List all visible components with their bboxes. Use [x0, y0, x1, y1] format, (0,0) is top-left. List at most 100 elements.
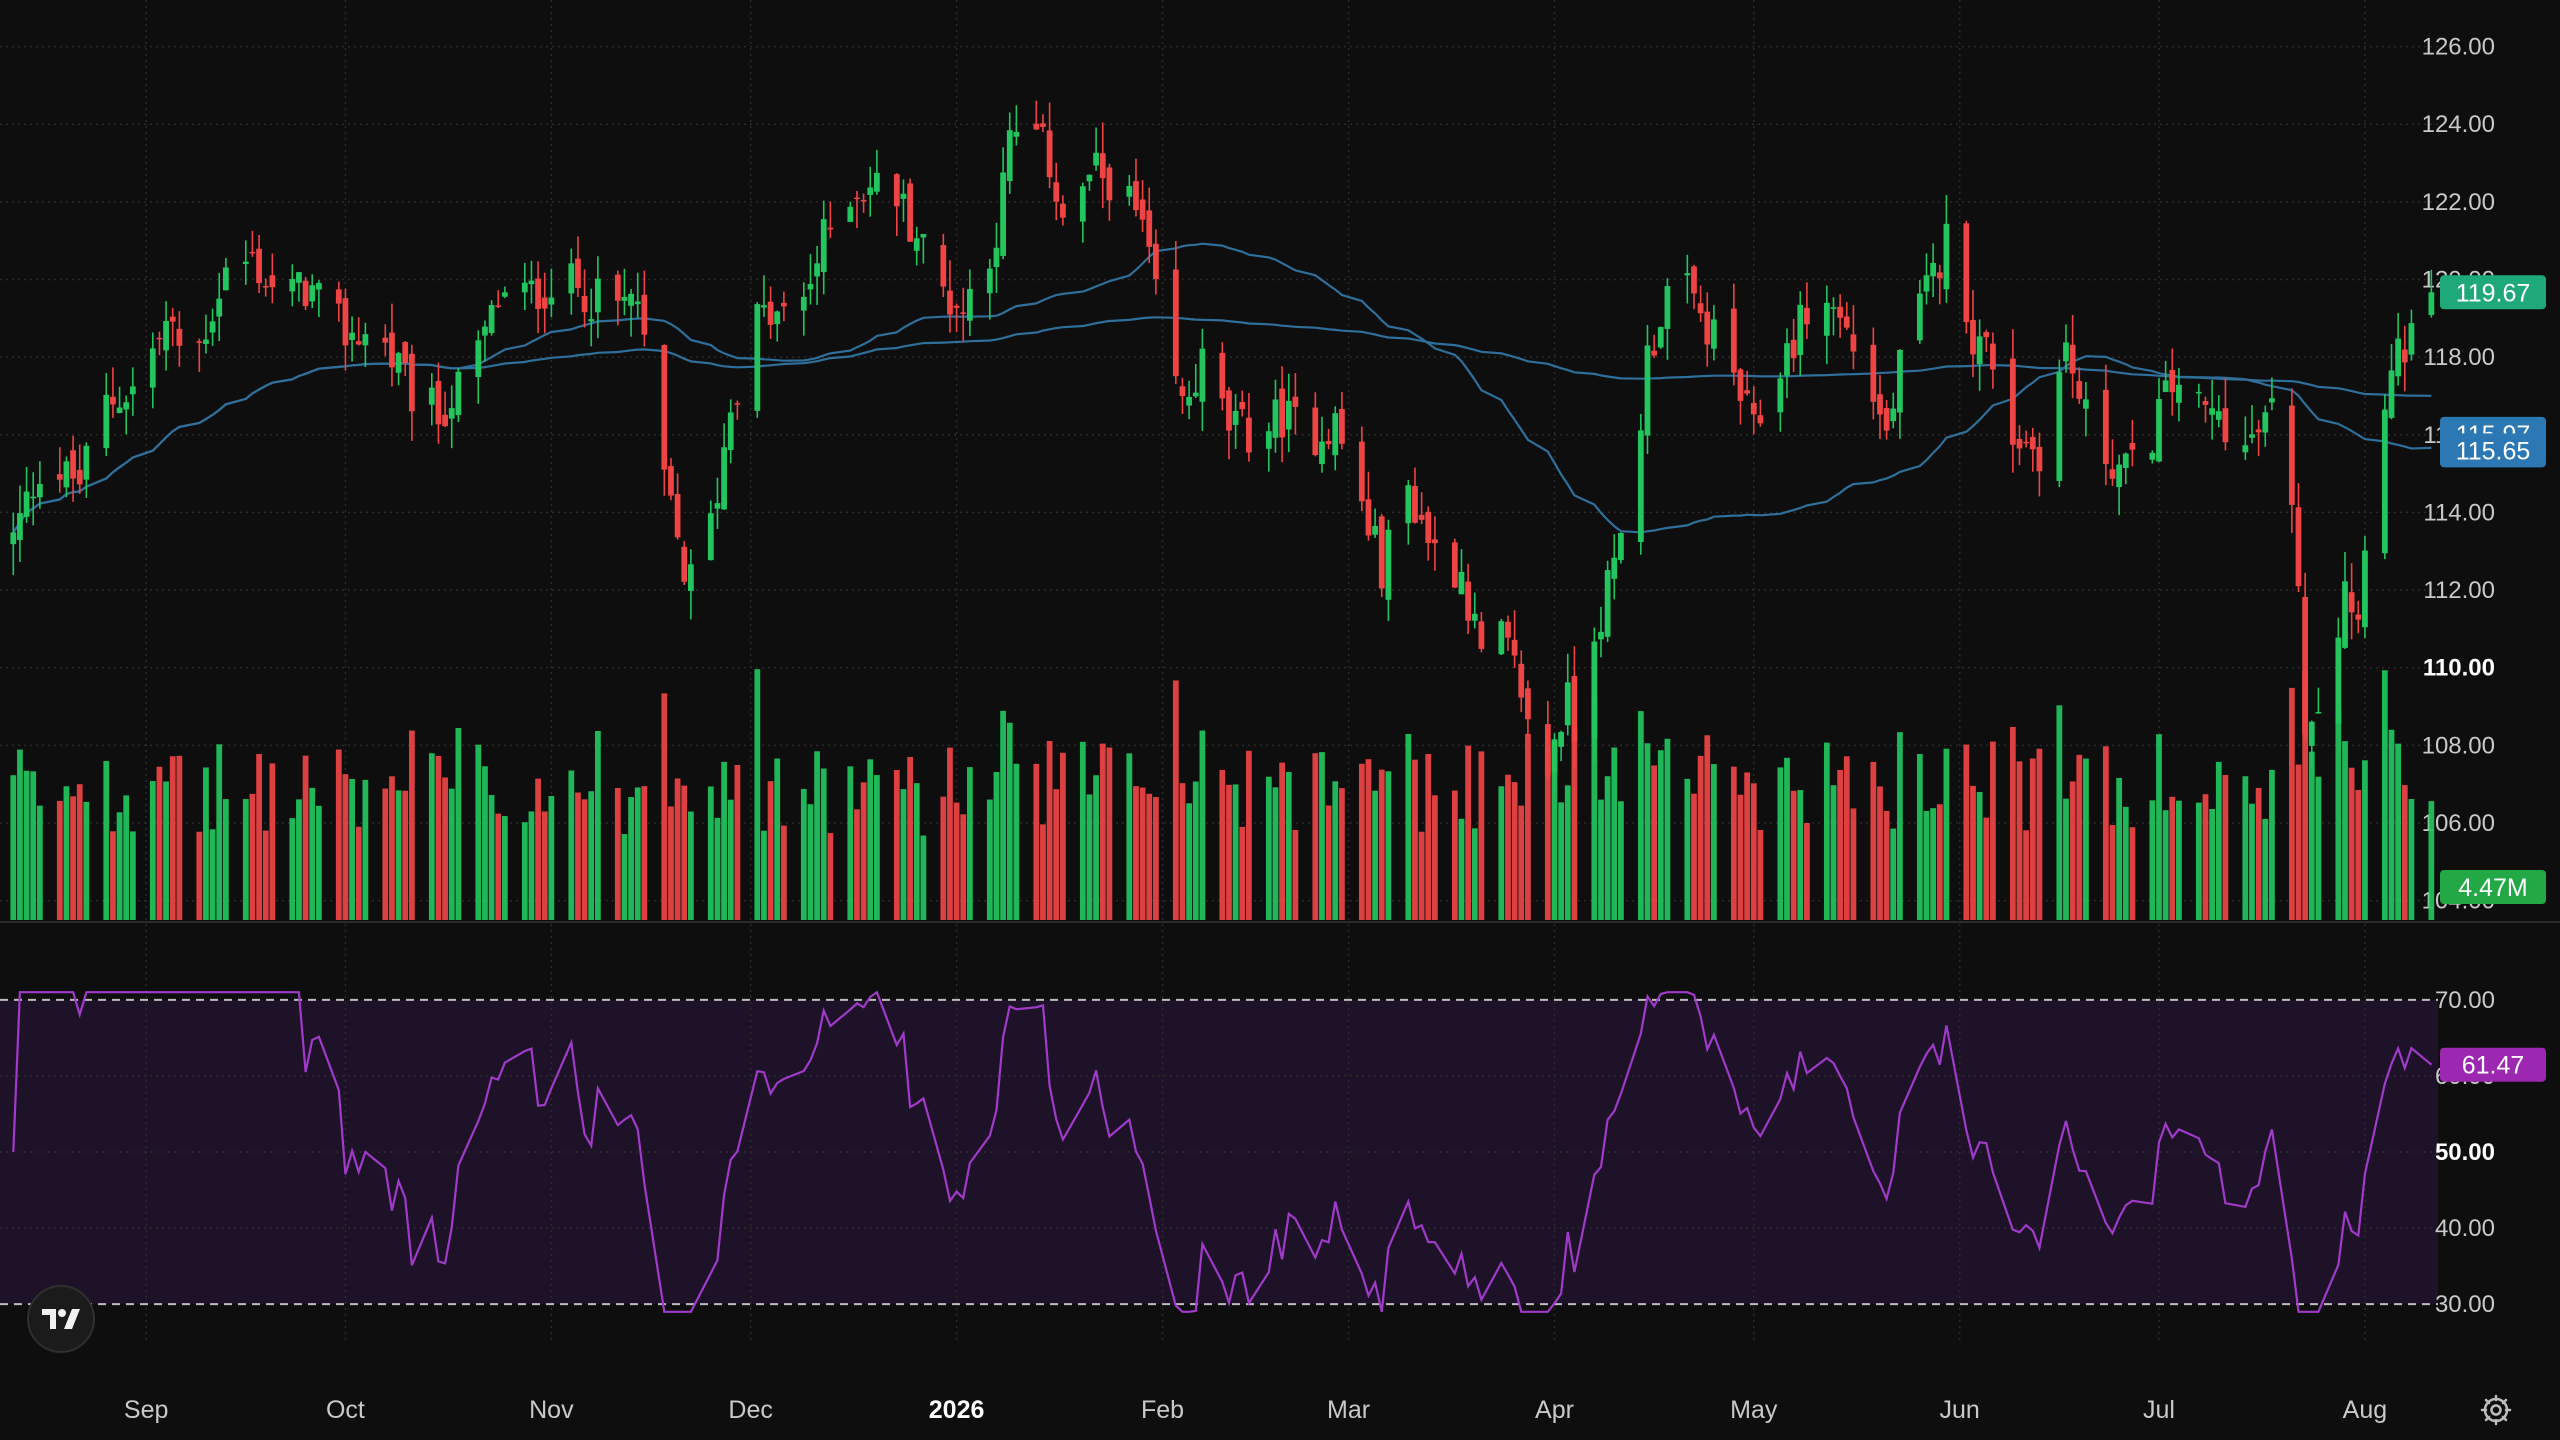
candle-body	[309, 285, 316, 302]
volume-bar	[800, 788, 807, 920]
volume-bar	[1544, 746, 1551, 920]
candle-body	[1637, 430, 1644, 542]
candle-body	[1664, 286, 1671, 329]
candle-body	[1219, 352, 1226, 399]
volume-bar	[163, 781, 169, 920]
volume-bar	[342, 774, 349, 920]
volume-bar	[714, 817, 721, 920]
volume-bar	[1099, 743, 1106, 920]
gear-icon[interactable]	[2478, 1392, 2514, 1428]
time-axis-label: Mar	[1327, 1396, 1370, 1424]
candle-body	[1405, 485, 1412, 524]
price-tick-label: 110.00	[2423, 655, 2495, 682]
candle-body	[2169, 370, 2176, 393]
candle-body	[2083, 399, 2089, 409]
candle-body	[1970, 319, 1976, 355]
volume-bar	[827, 833, 834, 920]
ma-slow-line	[12, 316, 2432, 534]
candle-body	[1916, 293, 1923, 341]
candle-body	[1339, 408, 1345, 444]
volume-bar	[860, 782, 867, 920]
candle-body	[1332, 413, 1339, 456]
time-axis-label: Apr	[1535, 1396, 1574, 1424]
candle-body	[455, 371, 462, 416]
volume-bar	[820, 768, 827, 920]
volume-bar	[2209, 809, 2216, 920]
candle-body	[588, 319, 595, 322]
candle-body	[1239, 401, 1246, 410]
tradingview-logo-icon[interactable]	[27, 1285, 95, 1353]
candle-body	[1657, 327, 1664, 348]
candle-body	[249, 251, 256, 254]
volume-bar	[1564, 785, 1571, 920]
candle-body	[209, 321, 216, 333]
candle-body	[2288, 405, 2295, 505]
volume-bar	[1033, 763, 1040, 920]
volume-bar	[382, 788, 389, 920]
candle-body	[315, 282, 322, 290]
volume-bar	[900, 789, 907, 920]
volume-bar	[1358, 763, 1365, 920]
candle-body	[707, 513, 714, 561]
candle-body	[1976, 336, 1983, 365]
candle-body	[2029, 436, 2036, 450]
volume-bar	[296, 799, 302, 920]
volume-bar	[1691, 793, 1697, 920]
candle-body	[2428, 292, 2435, 315]
volume-bar	[1478, 751, 1485, 920]
time-axis-label: Feb	[1141, 1396, 1184, 1424]
volume-bar	[1711, 764, 1717, 920]
candle-body	[1525, 688, 1531, 720]
candle-body	[1146, 210, 1153, 247]
candle-body	[1179, 386, 1186, 396]
volume-bar	[2395, 743, 2402, 920]
volume-bar	[156, 766, 163, 920]
volume-bar	[335, 749, 342, 920]
volume-bar	[2116, 777, 2123, 920]
candle-body	[893, 174, 900, 207]
volume-bar	[1405, 733, 1412, 920]
volume-bar	[309, 787, 316, 920]
volume-bar	[488, 795, 495, 920]
volume-bar	[1777, 767, 1784, 920]
volume-bar	[548, 796, 555, 920]
candle-body	[634, 301, 641, 305]
volume-bar	[63, 786, 70, 920]
candle-body	[860, 199, 867, 202]
volume-bar	[1199, 730, 1206, 920]
candle-body	[1046, 130, 1053, 178]
volume-bar	[1046, 740, 1053, 920]
volume-bar	[2355, 789, 2362, 920]
volume-bar	[2295, 764, 2302, 920]
volume-bar	[634, 787, 641, 920]
candle-body	[1099, 153, 1106, 179]
candle-body	[800, 296, 807, 311]
volume-bar	[1797, 790, 1804, 920]
volume-bar	[614, 787, 621, 920]
candle-body	[428, 387, 435, 405]
volume-bar	[940, 796, 947, 920]
candle-body	[960, 312, 967, 314]
volume-bar	[687, 811, 694, 920]
candle-body	[614, 274, 621, 301]
volume-bar	[2202, 794, 2209, 920]
candle-body	[2176, 384, 2182, 403]
volume-bar	[867, 759, 874, 920]
candle-body	[847, 206, 854, 222]
volume-bar	[176, 755, 183, 920]
candle-body	[2335, 637, 2342, 724]
volume-bar	[1133, 786, 1139, 920]
candle-body	[1618, 533, 1624, 561]
volume-bar	[2388, 729, 2395, 920]
candle-body	[448, 408, 455, 419]
candle-body	[674, 493, 681, 538]
candle-body	[1060, 203, 1066, 218]
price-tick-label: 118.00	[2423, 344, 2495, 371]
volume-bar	[907, 756, 913, 920]
volume-bar	[1657, 750, 1664, 920]
volume-bar	[767, 781, 774, 920]
volume-tag: 4.47M	[2458, 874, 2527, 902]
volume-bar	[149, 781, 156, 920]
volume-bar	[495, 813, 502, 920]
